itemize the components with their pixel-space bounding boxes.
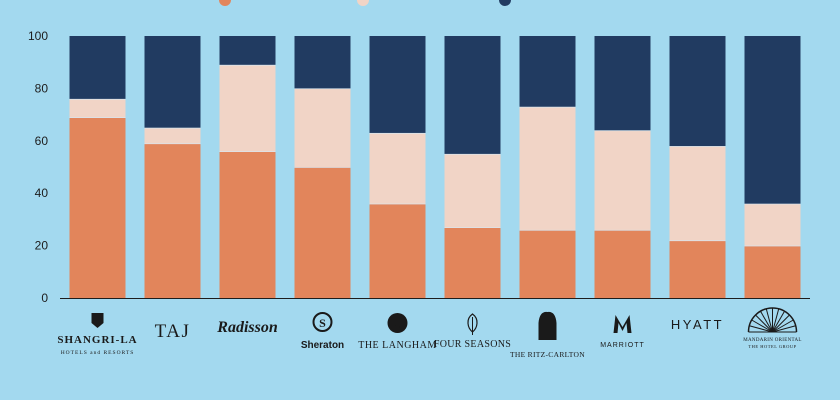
bar-stack — [219, 36, 276, 298]
bar-segment-series-2 — [519, 106, 576, 230]
bar-segment-series-2 — [144, 127, 201, 144]
bar-segment-series-1 — [444, 227, 501, 298]
category-label: Radisson — [216, 319, 278, 336]
bar-segment-series-1 — [294, 167, 351, 298]
category-label: SHANGRI-LA — [57, 334, 137, 346]
logo-the-ritz-carlton: THE RITZ-CARLTON — [510, 311, 585, 359]
sheraton-emblem-icon — [312, 312, 333, 332]
bar-segment-series-2 — [69, 98, 126, 118]
bar-segment-series-2 — [219, 64, 276, 152]
bar-stack — [519, 36, 576, 298]
logo-the-langham: L THE LANGHAM — [358, 313, 437, 351]
bar-stack — [444, 36, 501, 298]
category-label: Sheraton — [301, 340, 344, 351]
fan-rib — [760, 310, 773, 333]
fan-rib — [749, 325, 773, 333]
bar-segment-series-1 — [594, 229, 651, 298]
bar-stack — [594, 36, 651, 298]
bar-segment-series-1 — [744, 245, 801, 298]
legend-marker-series-1 — [219, 0, 231, 6]
bars — [69, 36, 801, 298]
bar-segment-series-2 — [444, 153, 501, 228]
category-label: THE LANGHAM — [358, 340, 437, 351]
bar-segment-series-2 — [744, 203, 801, 246]
bar-segment-series-3 — [69, 36, 126, 99]
bar-segment-series-2 — [669, 146, 726, 241]
bar-stack — [294, 36, 351, 298]
y-axis: 0 20 40 60 80 100 — [28, 29, 48, 305]
category-label: TAJ — [155, 321, 191, 342]
bar-stack — [69, 36, 126, 298]
bar-segment-series-1 — [519, 229, 576, 298]
category-label: THE RITZ-CARLTON — [510, 350, 585, 359]
bar-segment-series-3 — [594, 36, 651, 131]
bar-segment-series-3 — [294, 36, 351, 89]
fan-rib — [772, 308, 780, 333]
fan-rib — [772, 314, 790, 333]
bar-segment-series-3 — [669, 36, 726, 147]
ritz-carlton-lion-icon — [538, 311, 557, 340]
langham-emblem-icon — [387, 313, 408, 333]
fan-arc — [747, 307, 798, 333]
y-tick-label: 0 — [41, 291, 48, 305]
bar-segment-series-3 — [519, 36, 576, 107]
y-tick-label: 40 — [35, 186, 49, 200]
marriott-m-icon — [613, 315, 632, 333]
legend-marker-series-2 — [357, 0, 369, 6]
bar-segment-series-1 — [369, 203, 426, 298]
fan-rib — [755, 314, 773, 333]
fan-rib — [772, 325, 796, 333]
bar-stack — [669, 36, 726, 298]
logo-taj: TAJ — [155, 321, 191, 342]
bar-segment-series-3 — [219, 36, 276, 65]
fan-rib — [765, 308, 773, 333]
bar-segment-series-3 — [144, 36, 201, 128]
bar-segment-series-3 — [744, 36, 801, 204]
shangri-la-emblem-icon — [91, 313, 104, 328]
logo-marriott: MARRIOTT — [600, 315, 645, 349]
category-sublabel: HOTELS and RESORTS — [61, 350, 135, 356]
bar-segment-series-3 — [369, 36, 426, 133]
legend-fragment — [219, 0, 511, 6]
logo-hyatt: HYATT — [671, 317, 724, 332]
y-tick-label: 80 — [35, 81, 49, 95]
bar-segment-series-1 — [144, 143, 201, 298]
emblem-letter: L — [393, 317, 401, 331]
bar-segment-series-3 — [444, 36, 501, 154]
logo-radisson: Radisson — [216, 319, 278, 336]
bar-stack — [144, 36, 201, 298]
bar-segment-series-2 — [369, 132, 426, 204]
x-axis-logos: SHANGRI-LA HOTELS and RESORTS TAJ Radisson S… — [57, 307, 801, 359]
logo-sheraton: S Sheraton — [301, 312, 344, 351]
bar-segment-series-2 — [294, 88, 351, 167]
y-tick-label: 60 — [35, 134, 49, 148]
legend-marker-series-3 — [499, 0, 511, 6]
mandarin-oriental-fan-icon — [747, 307, 798, 333]
bar-stack — [744, 36, 801, 298]
fan-rib — [772, 319, 794, 333]
logo-four-seasons: FOUR SEASONS — [434, 313, 511, 350]
y-tick-label: 100 — [28, 29, 48, 43]
category-label: HYATT — [671, 317, 724, 332]
fan-rib — [772, 310, 785, 333]
bar-segment-series-1 — [219, 151, 276, 298]
category-label: MARRIOTT — [600, 342, 645, 349]
category-label: MANDARIN ORIENTAL — [743, 338, 801, 343]
bar-stack — [369, 36, 426, 298]
logo-shangri-la: SHANGRI-LA HOTELS and RESORTS — [57, 313, 137, 356]
bar-segment-series-2 — [594, 130, 651, 230]
category-label: FOUR SEASONS — [434, 339, 511, 350]
bar-segment-series-1 — [69, 117, 126, 298]
category-sublabel: THE HOTEL GROUP — [748, 344, 796, 349]
fan-rib — [751, 319, 773, 333]
y-tick-label: 20 — [35, 239, 49, 253]
bar-segment-series-1 — [669, 240, 726, 298]
emblem-letter: S — [319, 316, 326, 330]
